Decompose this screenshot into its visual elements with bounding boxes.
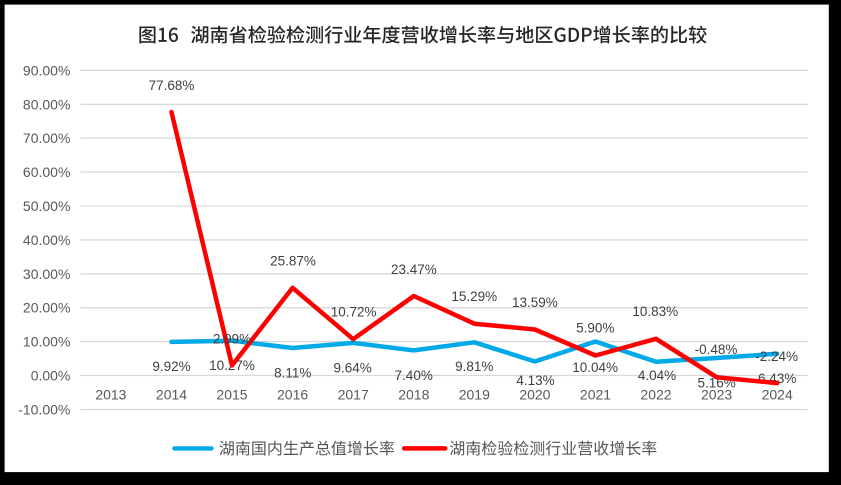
svg-text:2018: 2018 bbox=[398, 387, 429, 403]
svg-text:0.00%: 0.00% bbox=[31, 368, 71, 384]
svg-text:2.99%: 2.99% bbox=[213, 331, 251, 346]
svg-text:50.00%: 50.00% bbox=[23, 198, 70, 214]
svg-text:90.00%: 90.00% bbox=[23, 62, 70, 78]
svg-text:7.40%: 7.40% bbox=[395, 368, 433, 383]
svg-text:4.13%: 4.13% bbox=[516, 373, 554, 388]
svg-text:-0.48%: -0.48% bbox=[695, 342, 738, 357]
svg-text:30.00%: 30.00% bbox=[23, 266, 70, 282]
svg-text:4.04%: 4.04% bbox=[638, 368, 676, 383]
svg-text:2017: 2017 bbox=[338, 387, 369, 403]
svg-text:2013: 2013 bbox=[95, 387, 126, 403]
svg-text:23.47%: 23.47% bbox=[391, 262, 437, 277]
svg-text:77.68%: 77.68% bbox=[149, 78, 195, 93]
svg-text:25.87%: 25.87% bbox=[270, 253, 316, 268]
svg-text:10.83%: 10.83% bbox=[632, 304, 678, 319]
svg-text:-10.00%: -10.00% bbox=[18, 402, 70, 418]
svg-text:10.72%: 10.72% bbox=[331, 305, 377, 320]
svg-text:40.00%: 40.00% bbox=[23, 232, 70, 248]
svg-text:80.00%: 80.00% bbox=[23, 96, 70, 112]
svg-text:2016: 2016 bbox=[277, 387, 308, 403]
svg-text:2019: 2019 bbox=[459, 387, 490, 403]
svg-text:9.81%: 9.81% bbox=[455, 359, 493, 374]
svg-text:9.64%: 9.64% bbox=[333, 360, 371, 375]
svg-text:70.00%: 70.00% bbox=[23, 130, 70, 146]
svg-text:5.90%: 5.90% bbox=[576, 321, 614, 336]
svg-text:13.59%: 13.59% bbox=[512, 295, 558, 310]
svg-text:8.11%: 8.11% bbox=[274, 366, 311, 381]
svg-text:-2.24%: -2.24% bbox=[755, 349, 798, 364]
svg-text:15.29%: 15.29% bbox=[451, 289, 497, 304]
svg-text:2015: 2015 bbox=[216, 387, 247, 403]
svg-text:2021: 2021 bbox=[580, 387, 611, 403]
svg-text:20.00%: 20.00% bbox=[23, 300, 70, 316]
svg-text:10.04%: 10.04% bbox=[572, 360, 618, 375]
svg-text:2022: 2022 bbox=[640, 387, 671, 403]
svg-text:2020: 2020 bbox=[519, 387, 550, 403]
svg-text:2023: 2023 bbox=[701, 387, 732, 403]
svg-text:2024: 2024 bbox=[762, 387, 793, 403]
svg-text:10.00%: 10.00% bbox=[23, 334, 70, 350]
svg-text:60.00%: 60.00% bbox=[23, 164, 70, 180]
svg-text:9.92%: 9.92% bbox=[152, 359, 190, 374]
svg-text:2014: 2014 bbox=[156, 387, 187, 403]
